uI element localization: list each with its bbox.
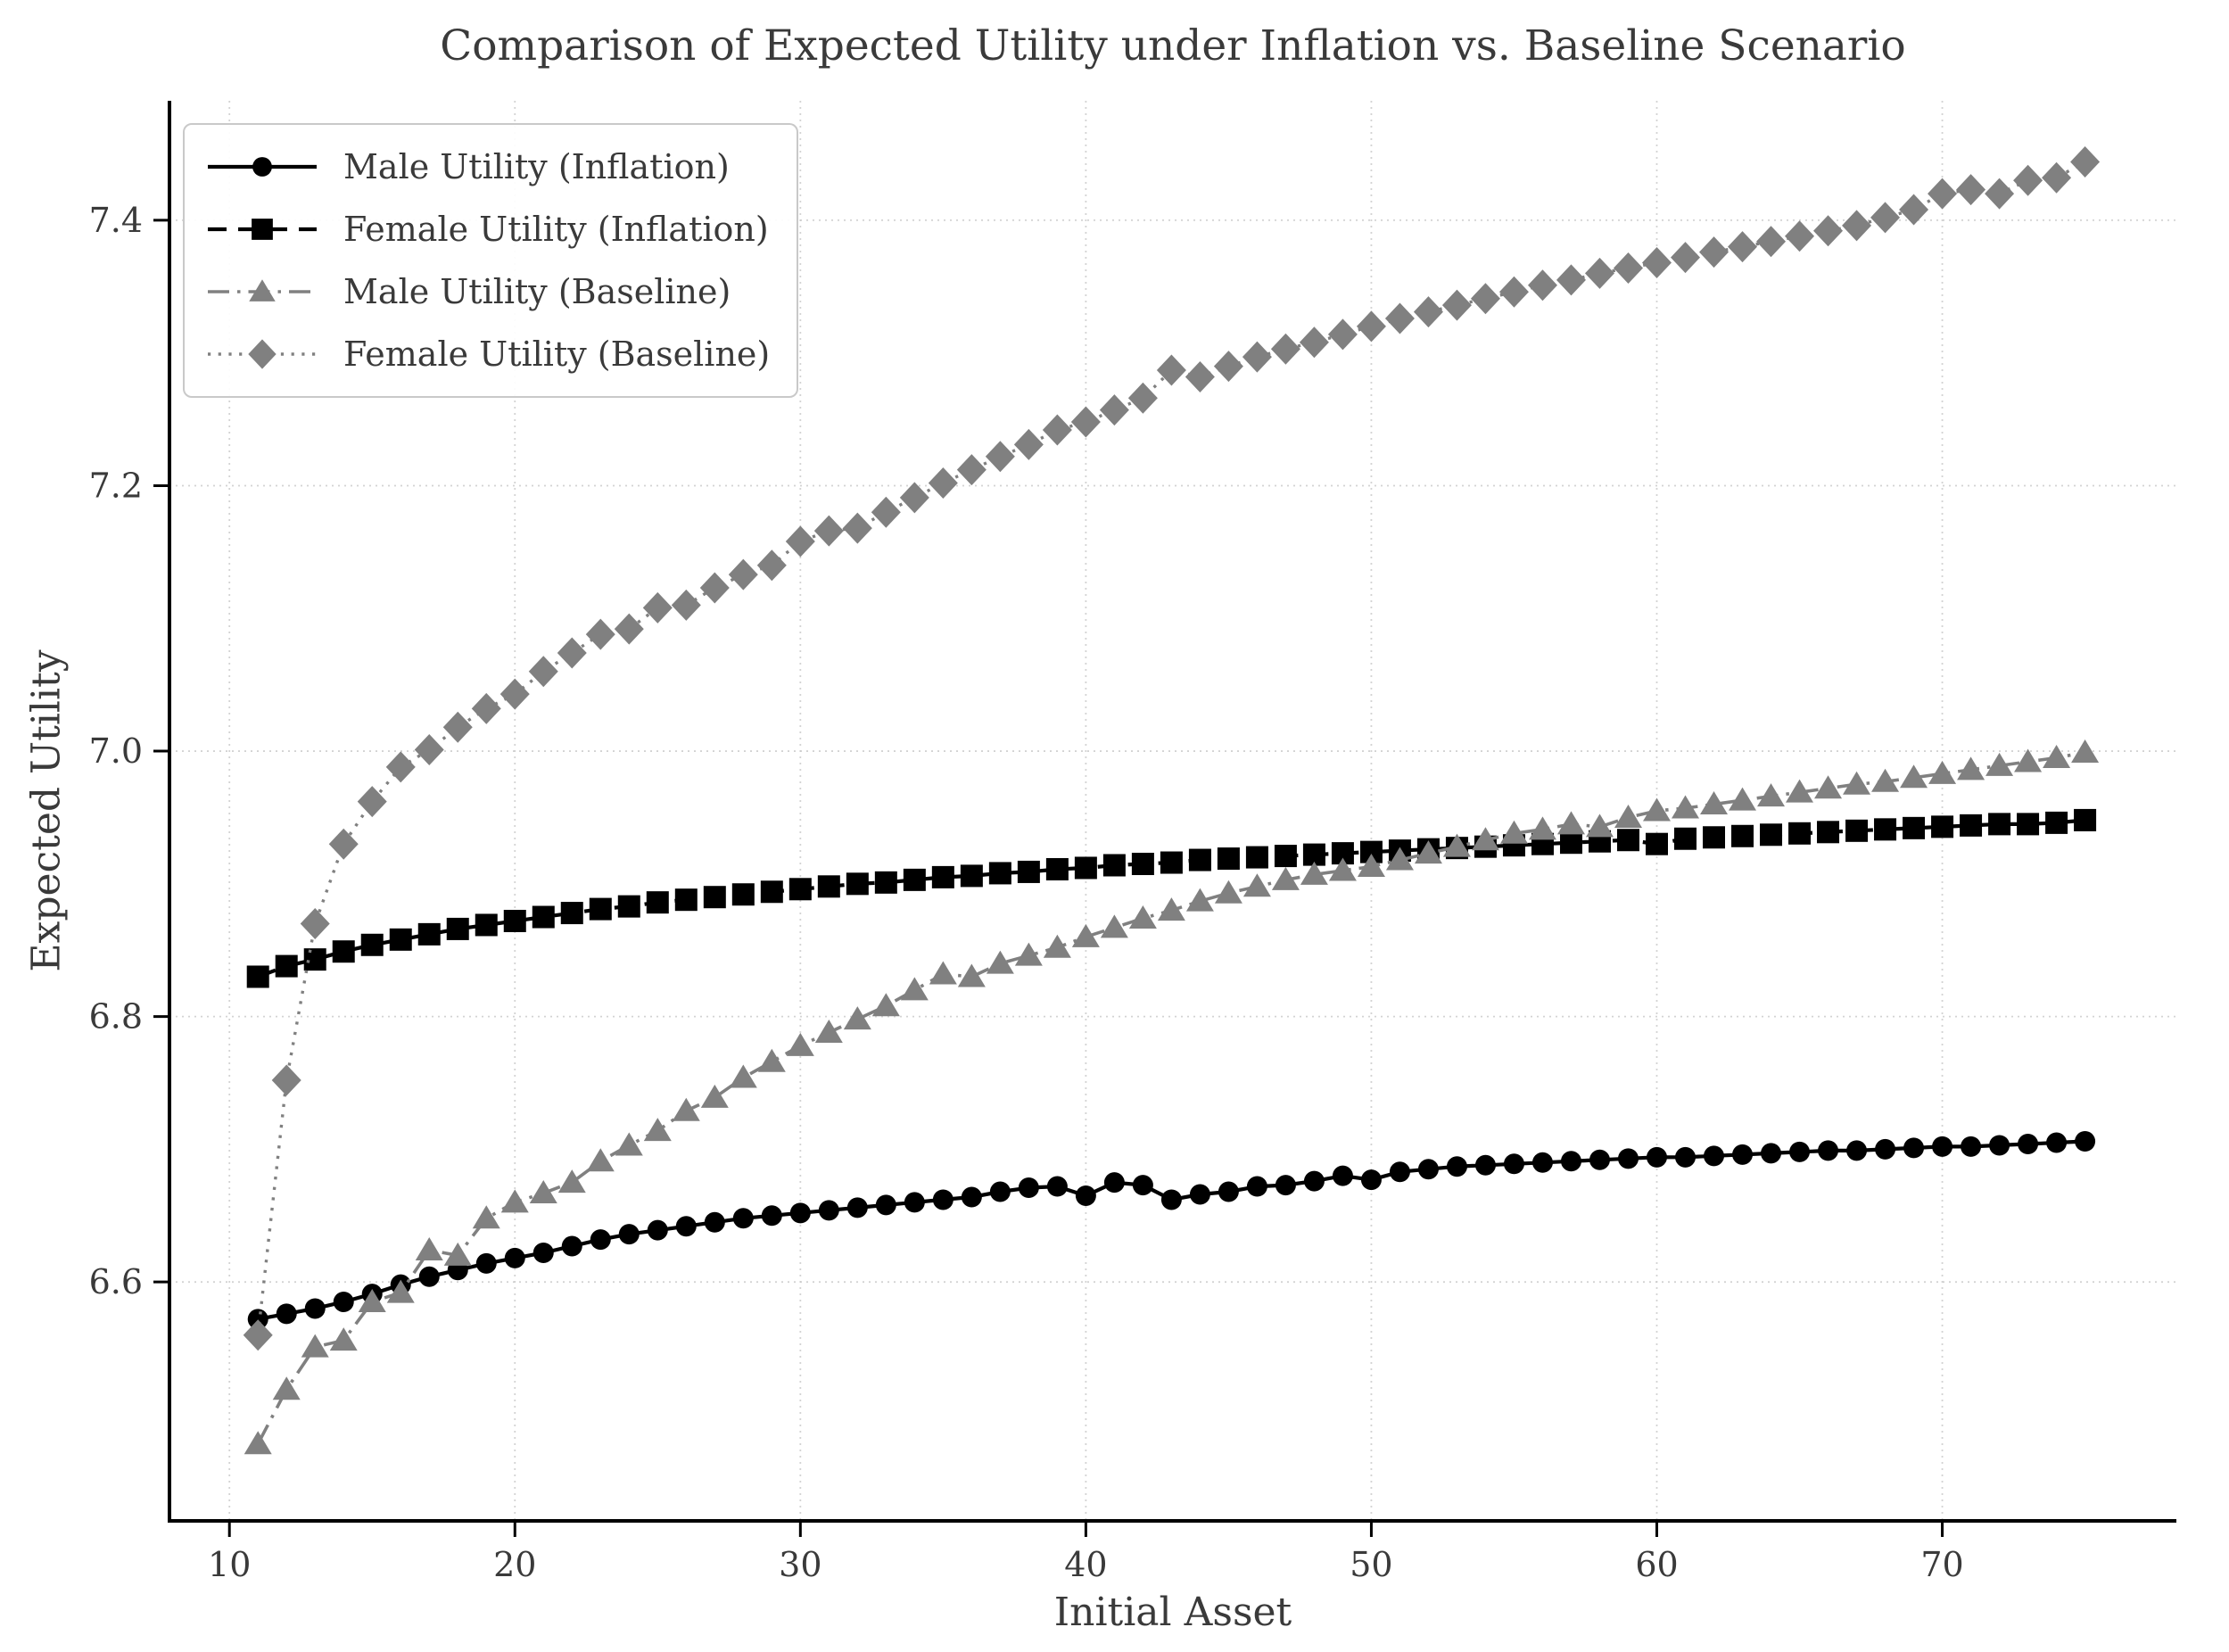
chart-title: Comparison of Expected Utility under Inf… [440, 21, 1906, 70]
x-tick-label: 70 [1920, 1545, 1963, 1584]
y-tick-label: 6.6 [89, 1262, 143, 1301]
series-male-utility-baseline [244, 739, 2100, 1455]
tick-marks [153, 219, 1944, 1537]
x-tick-label: 20 [493, 1545, 536, 1584]
legend-label: Male Utility (Baseline) [343, 272, 731, 311]
x-axis-label: Initial Asset [1053, 1590, 1292, 1635]
y-axis-label: Expected Utility [23, 649, 70, 972]
axes-spines [168, 101, 2176, 1523]
legend: Male Utility (Inflation) Female Utility (… [183, 123, 799, 398]
legend-triangle-swatch [208, 279, 317, 301]
legend-label: Female Utility (Baseline) [343, 335, 771, 374]
markers-female-utility-inflation [246, 808, 2097, 988]
legend-diamond-swatch [208, 339, 317, 369]
markers-male-utility-inflation [247, 1130, 2096, 1330]
y-tick-label: 6.8 [89, 997, 143, 1037]
legend-circle-swatch [208, 157, 317, 177]
legend-label: Female Utility (Inflation) [343, 210, 769, 249]
y-tick-label: 7.0 [89, 731, 143, 771]
series-male-utility-inflation [247, 1130, 2096, 1330]
series-female-utility-baseline [243, 145, 2101, 1351]
legend-item-female-utility-baseline: Female Utility (Baseline) [204, 323, 770, 385]
x-tick-label: 30 [779, 1545, 821, 1584]
legend-label: Male Utility (Inflation) [343, 147, 730, 186]
y-tick-label: 7.4 [89, 201, 143, 240]
legend-item-male-utility-baseline: Male Utility (Baseline) [204, 260, 770, 323]
x-tick-label: 10 [208, 1545, 251, 1584]
y-tick-labels: 6.6 6.8 7.0 7.2 7.4 [89, 201, 143, 1301]
legend-item-female-utility-inflation: Female Utility (Inflation) [204, 198, 770, 260]
x-tick-label: 60 [1635, 1545, 1678, 1584]
series-female-utility-inflation [246, 808, 2097, 988]
legend-square-swatch [208, 219, 317, 240]
x-tick-labels: 10 20 30 40 50 60 70 [208, 1545, 1964, 1584]
x-tick-label: 40 [1064, 1545, 1107, 1584]
x-tick-label: 50 [1350, 1545, 1392, 1584]
y-tick-label: 7.2 [89, 466, 143, 505]
markers-female-utility-baseline [243, 145, 2101, 1351]
markers-male-utility-baseline [244, 739, 2100, 1455]
legend-item-male-utility-inflation: Male Utility (Inflation) [204, 136, 770, 198]
